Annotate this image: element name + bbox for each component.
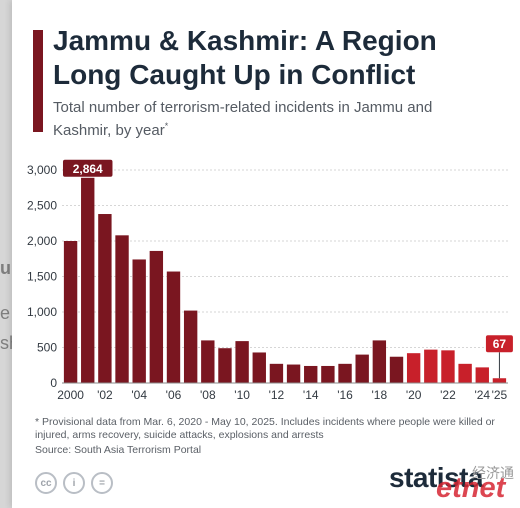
x-tick-label: '25 xyxy=(492,388,508,400)
chart-title: Jammu & Kashmir: A Region Long Caught Up… xyxy=(53,25,437,90)
source-link[interactable]: Source: South Asia Terrorism Portal xyxy=(35,444,202,456)
bar xyxy=(475,367,489,383)
bar xyxy=(132,259,146,383)
bar xyxy=(149,250,164,383)
bar xyxy=(406,353,421,383)
bar xyxy=(252,352,266,383)
attribution-icon[interactable]: i xyxy=(63,472,85,494)
y-tick-label: 1,500 xyxy=(27,270,57,284)
subtitle-footnote-mark: * xyxy=(164,121,169,131)
annotation-label: 2,864 xyxy=(73,162,103,176)
annotation-label: 67 xyxy=(493,337,507,351)
title-accent-bar xyxy=(33,30,43,132)
background-text-fragment: e xyxy=(0,303,11,323)
bar xyxy=(338,363,352,383)
y-tick-label: 2,500 xyxy=(27,199,57,213)
x-tick-label: '22 xyxy=(440,388,456,400)
infographic-card: Jammu & Kashmir: A Region Long Caught Up… xyxy=(12,0,520,508)
etnet-watermark-logo: etnet xyxy=(436,472,506,504)
x-tick-label: '06 xyxy=(166,388,182,400)
footnote: * Provisional data from Mar. 6, 2020 - M… xyxy=(35,416,495,441)
statista-logo[interactable]: statista xyxy=(389,462,484,493)
bar xyxy=(218,348,232,383)
y-tick-label: 2,000 xyxy=(27,234,57,248)
bar xyxy=(458,363,472,383)
bar xyxy=(115,235,129,383)
bar xyxy=(424,349,438,383)
background-text-fragment: sh xyxy=(0,333,12,353)
license-icons: cc i = xyxy=(35,472,113,494)
bar xyxy=(63,241,78,383)
y-tick-label: 0 xyxy=(50,376,57,390)
x-tick-label: '08 xyxy=(200,388,216,400)
x-tick-label: '12 xyxy=(269,388,285,400)
x-tick-label: '02 xyxy=(97,388,113,400)
no-derivatives-icon[interactable]: = xyxy=(91,472,113,494)
x-tick-label: '24 xyxy=(474,388,490,400)
annotation-box xyxy=(62,159,113,177)
x-tick-label: '20 xyxy=(406,388,422,400)
bar xyxy=(81,177,95,383)
watermark-chinese-text: 经济通 xyxy=(472,466,514,482)
bar xyxy=(389,356,404,383)
bar xyxy=(321,365,335,383)
bar xyxy=(235,341,249,383)
annotation-box xyxy=(485,335,513,353)
x-tick-label: '04 xyxy=(131,388,147,400)
y-tick-label: 3,000 xyxy=(27,163,57,177)
x-tick-label: '14 xyxy=(303,388,319,400)
bar-chart: 0 500 1,000 1,500 2,000 2,500 3,000 2000 '02 '04 '… xyxy=(27,159,513,400)
bar xyxy=(372,340,387,383)
y-tick-label: 1,000 xyxy=(27,305,57,319)
bar xyxy=(441,350,455,383)
left-backdrop xyxy=(0,0,12,508)
bar xyxy=(269,363,284,383)
bar xyxy=(355,354,369,383)
subtitle-text: Total number of terrorism-related incide… xyxy=(53,99,433,139)
background-text-fragment: ub xyxy=(0,258,12,278)
chart-subtitle: Total number of terrorism-related incide… xyxy=(53,98,433,140)
bar xyxy=(492,378,507,383)
bar xyxy=(183,310,198,383)
bar xyxy=(286,364,301,383)
x-tick-label: '16 xyxy=(337,388,353,400)
x-tick-label: 2000 xyxy=(57,388,84,400)
bar xyxy=(98,214,112,383)
x-tick-label: '18 xyxy=(372,388,388,400)
y-tick-label: 500 xyxy=(37,341,57,355)
bar xyxy=(166,271,181,383)
creative-commons-icon[interactable]: cc xyxy=(35,472,57,494)
x-tick-label: '10 xyxy=(234,388,250,400)
bar xyxy=(304,365,318,383)
bar xyxy=(201,340,215,383)
